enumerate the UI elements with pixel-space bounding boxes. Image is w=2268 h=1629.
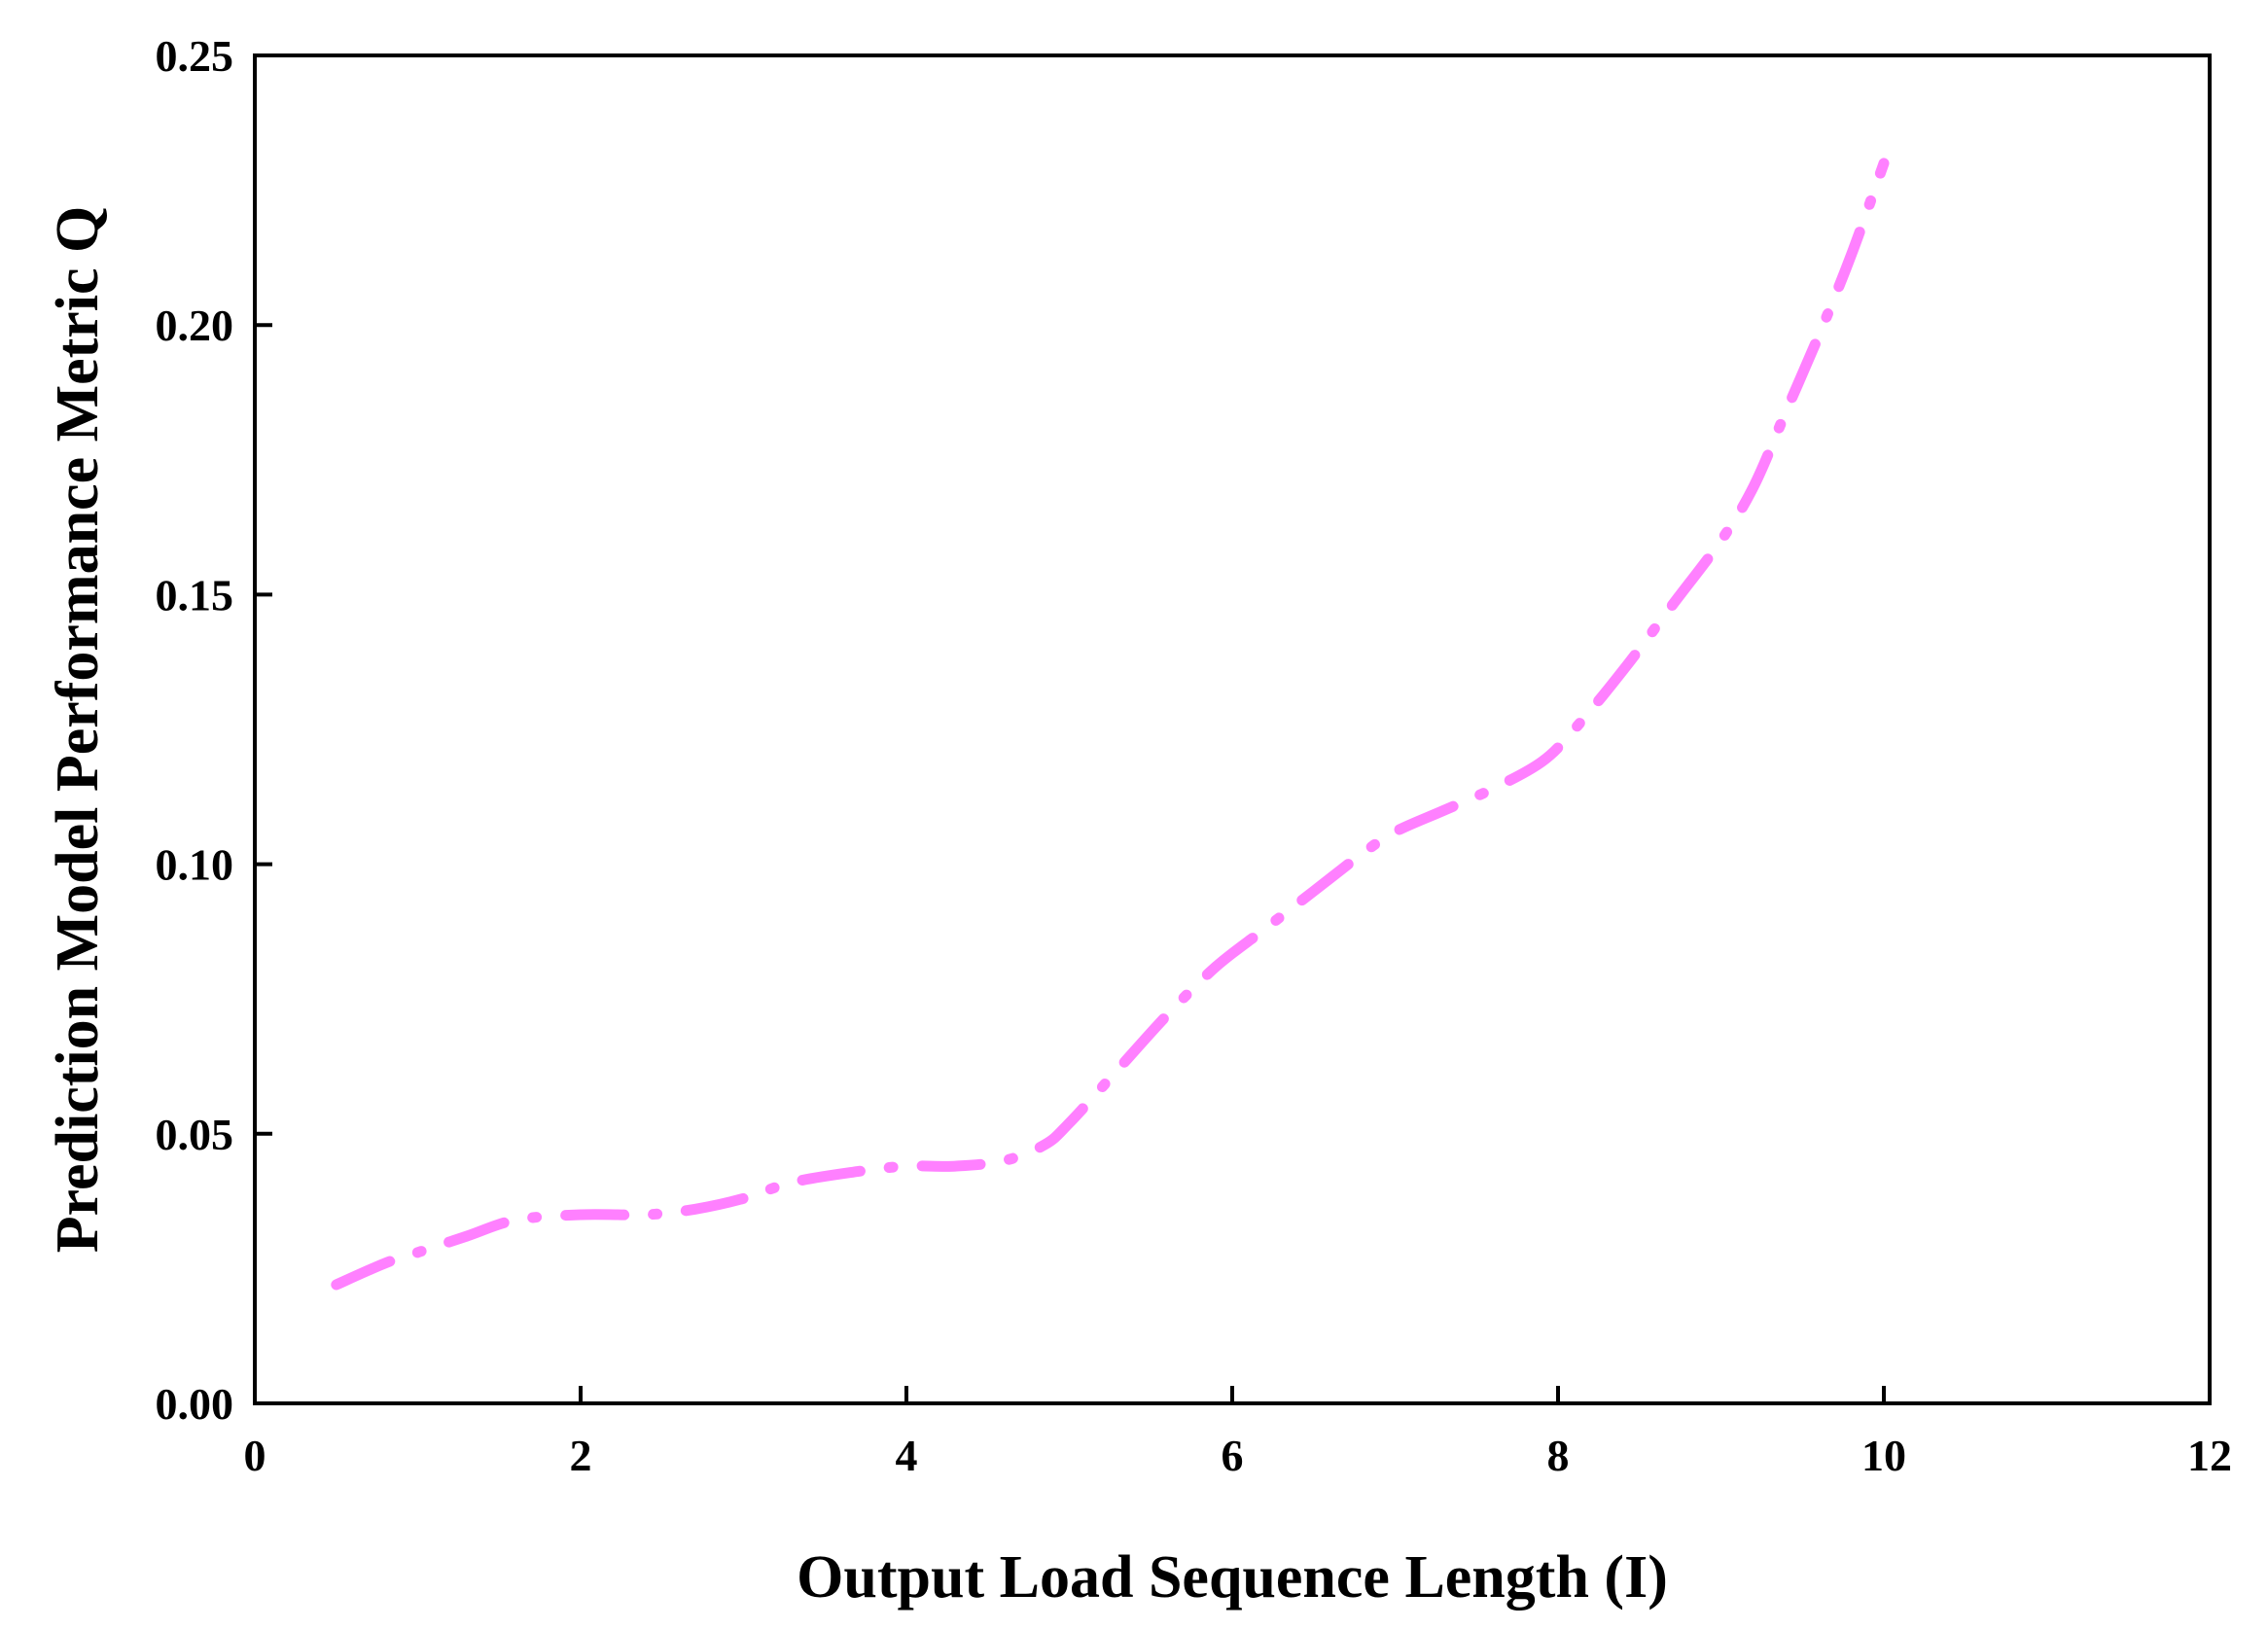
x-tick-label: 2 (570, 1431, 592, 1480)
x-axis-label: Output Load Sequence Length (I) (797, 1544, 1668, 1611)
y-tick-label: 0.25 (156, 31, 234, 81)
x-tick-label: 4 (896, 1431, 918, 1480)
x-axis: 0 2 4 6 8 10 12 (244, 1386, 2232, 1480)
x-tick-label: 10 (1861, 1431, 1906, 1480)
plot-frame (253, 53, 2212, 1405)
x-tick-label: 6 (1222, 1431, 1244, 1480)
x-tick-label: 12 (2187, 1431, 2232, 1480)
x-tick-label: 8 (1547, 1431, 1570, 1480)
plot-area: 0 2 4 6 8 10 12 0.00 0.05 0.10 0.15 0.20 0.25 (156, 31, 2233, 1480)
series-line (331, 158, 1890, 1291)
series-layer (331, 158, 1890, 1291)
y-tick-label: 0.10 (156, 840, 234, 890)
y-tick-label: 0.05 (156, 1110, 234, 1159)
y-tick-label: 0.15 (156, 570, 234, 620)
y-axis: 0.00 0.05 0.10 0.15 0.20 0.25 (156, 31, 272, 1429)
y-tick-label: 0.20 (156, 301, 234, 350)
y-tick-label: 0.00 (156, 1379, 234, 1429)
x-tick-label: 0 (244, 1431, 266, 1480)
y-axis-label: Prediction Model Performance Metric Q (45, 206, 111, 1254)
